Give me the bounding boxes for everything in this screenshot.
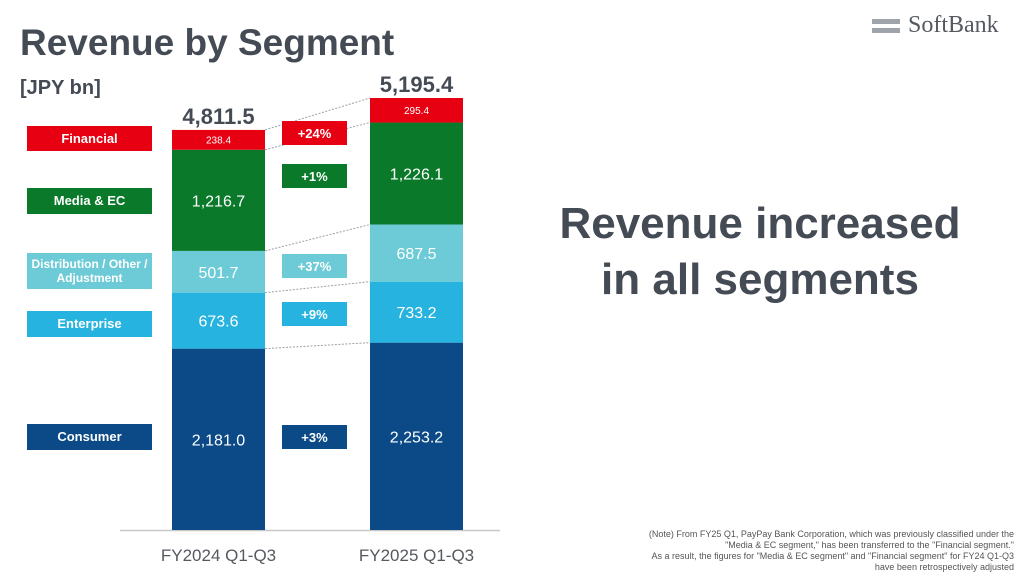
bar-segment-financial-0 (172, 129, 265, 150)
data-label-financial-0: 238.4 (206, 135, 231, 146)
legend-item-enterprise: Enterprise (27, 311, 152, 337)
data-label-financial-1: 295.4 (404, 106, 429, 117)
bar-segment-distribution-1 (370, 224, 463, 282)
headline-line-1: Revenue increased (559, 199, 961, 248)
total-label-1: 5,195.4 (380, 72, 454, 97)
bar-segment-media_ec-1 (370, 122, 463, 225)
growth-badge-enterprise: +9% (282, 302, 347, 326)
bar-segment-consumer-1 (370, 342, 463, 530)
softbank-bars-icon (872, 16, 900, 36)
data-label-enterprise-1: 733.2 (396, 305, 436, 322)
data-label-media_ec-0: 1,216.7 (192, 193, 245, 210)
data-label-distribution-0: 501.7 (198, 265, 238, 282)
legend-item-consumer: Consumer (27, 424, 152, 450)
data-label-media_ec-1: 1,226.1 (390, 167, 443, 184)
x-tick-label-1: FY2025 Q1-Q3 (359, 546, 474, 565)
growth-badge-media_ec: +1% (282, 164, 347, 188)
footnote-line-4: have been retrospectively adjusted (874, 562, 1014, 572)
connector-distribution (264, 224, 371, 252)
total-label-0: 4,811.5 (182, 104, 254, 129)
data-label-distribution-1: 687.5 (396, 246, 436, 263)
footnote-line-2: "Media & EC segment," has been transferr… (725, 540, 1014, 550)
headline-line-2: in all segments (601, 255, 919, 304)
footnote-line-1: (Note) From FY25 Q1, PayPay Bank Corpora… (648, 529, 1014, 539)
growth-badge-consumer: +3% (282, 425, 347, 449)
legend-item-financial: Financial (27, 126, 152, 151)
legend-item-distribution: Distribution / Other / Adjustment (27, 253, 152, 289)
bar-segment-media_ec-0 (172, 149, 265, 251)
bar-segment-consumer-0 (172, 348, 265, 530)
headline: Revenue increased in all segments (520, 196, 1000, 308)
bar-segment-distribution-0 (172, 250, 265, 293)
bar-segment-financial-1 (370, 98, 463, 123)
softbank-logo: SoftBank (872, 12, 999, 39)
data-label-consumer-1: 2,253.2 (390, 429, 443, 446)
data-label-enterprise-0: 673.6 (198, 314, 238, 331)
legend-item-media_ec: Media & EC (27, 188, 152, 214)
growth-badge-distribution: +37% (282, 254, 347, 278)
unit-label: [JPY bn] (20, 77, 101, 99)
bar-segment-enterprise-0 (172, 292, 265, 349)
logo-text: SoftBank (908, 12, 999, 38)
page-title: Revenue by Segment (20, 22, 395, 63)
data-label-consumer-0: 2,181.0 (192, 432, 245, 449)
connector-consumer (264, 342, 371, 350)
footnote: (Note) From FY25 Q1, PayPay Bank Corpora… (514, 529, 1014, 573)
connector-enterprise (264, 281, 371, 294)
x-tick-label-0: FY2024 Q1-Q3 (161, 546, 276, 565)
bar-segment-enterprise-1 (370, 281, 463, 343)
growth-badge-financial: +24% (282, 121, 347, 145)
footnote-line-3: As a result, the figures for "Media & EC… (651, 551, 1014, 561)
